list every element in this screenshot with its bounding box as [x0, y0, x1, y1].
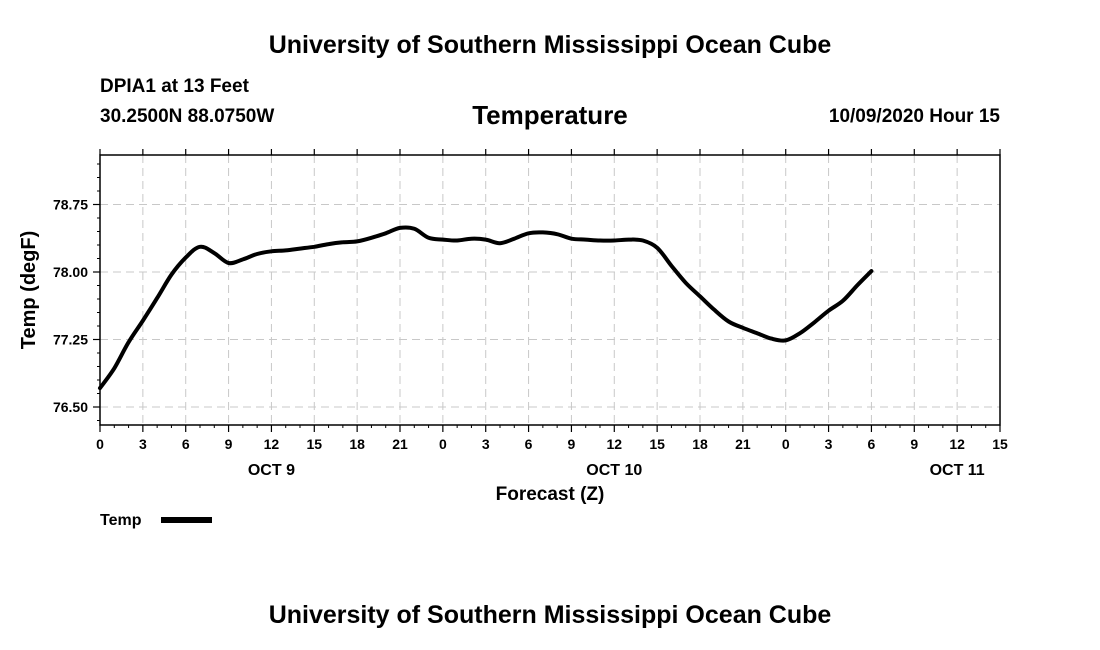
x-tick-label: 0 [439, 436, 447, 452]
date-label: OCT 11 [930, 462, 985, 479]
x-tick-label: 9 [225, 436, 233, 452]
legend: Temp [100, 512, 212, 529]
date-label: OCT 9 [248, 462, 295, 479]
grid-lines [100, 155, 1000, 425]
x-tick-label: 9 [568, 436, 576, 452]
legend-label: Temp [100, 512, 142, 529]
x-tick-label: 15 [649, 436, 665, 452]
plot-frame [99, 154, 1001, 426]
x-tick-label: 15 [306, 436, 322, 452]
y-axis-label: Temp (degF) [18, 231, 40, 350]
x-tick-label: 21 [735, 436, 751, 452]
x-tick-label: 6 [182, 436, 190, 452]
x-tick-label: 15 [992, 436, 1008, 452]
x-tick-label: 12 [949, 436, 965, 452]
x-tick-label: 0 [96, 436, 104, 452]
x-tick-label: 18 [349, 436, 365, 452]
x-tick-label: 18 [692, 436, 708, 452]
bottom-title: University of Southern Mississippi Ocean… [268, 601, 832, 629]
y-tick-label: 78.75 [53, 197, 88, 213]
chart-title: Temperature [472, 100, 628, 130]
y-tick-label: 77.25 [53, 332, 88, 348]
x-tick-label: 12 [606, 436, 622, 452]
x-tick-label: 3 [482, 436, 490, 452]
y-tick-label: 78.00 [53, 264, 88, 280]
x-tick-label: 21 [392, 436, 408, 452]
y-tick-label: 76.50 [53, 399, 88, 415]
date-label: OCT 10 [586, 462, 642, 479]
station-label: DPIA1 at 13 Feet [100, 76, 249, 97]
x-tick-label: 0 [782, 436, 790, 452]
forecast-datetime: 10/09/2020 Hour 15 [828, 106, 1000, 127]
axis-ticks [93, 149, 1001, 432]
top-title: University of Southern Mississippi Ocean… [268, 31, 832, 59]
x-tick-label: 6 [525, 436, 533, 452]
x-tick-label: 9 [910, 436, 918, 452]
x-axis-label: Forecast (Z) [496, 484, 605, 505]
temp-series-line [98, 225, 874, 391]
x-tick-label: 3 [139, 436, 147, 452]
x-tick-label: 3 [825, 436, 833, 452]
station-coords: 30.2500N 88.0750W [100, 106, 275, 127]
tick-labels: 0 3 6 9 12 15 18 21 0 3 6 9 12 15 18 21 0 3 6 9 12 15 OCT 9 OCT… [53, 197, 1008, 480]
x-tick-label: 12 [264, 436, 280, 452]
x-tick-label: 6 [868, 436, 876, 452]
